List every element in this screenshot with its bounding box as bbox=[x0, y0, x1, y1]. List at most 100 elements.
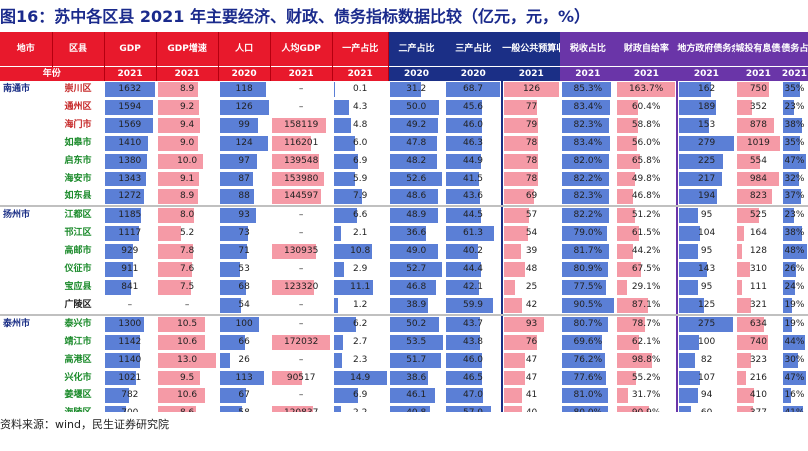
value-text: 7.6 bbox=[179, 264, 195, 275]
district-cell: 宝应县 bbox=[52, 278, 105, 297]
value-bar bbox=[389, 99, 440, 115]
value-cell: 50.0 bbox=[388, 98, 445, 117]
value-bar bbox=[333, 244, 372, 260]
city-cell: 扬州市 bbox=[0, 206, 53, 226]
value-cell: 410 bbox=[735, 386, 782, 406]
value-cell: 98.8% bbox=[615, 351, 678, 370]
value-cell: 78 bbox=[501, 134, 561, 153]
value-bar bbox=[736, 352, 751, 368]
value-text: 56.0% bbox=[631, 137, 661, 148]
value-text: 100 bbox=[698, 336, 716, 347]
value-bar bbox=[736, 82, 769, 97]
value-bar bbox=[679, 388, 698, 404]
value-bar bbox=[105, 352, 140, 368]
value-bar bbox=[445, 262, 481, 277]
value-bar bbox=[105, 388, 129, 404]
value-bar bbox=[561, 99, 610, 115]
value-text: – bbox=[298, 101, 304, 112]
district-cell: 如皋市 bbox=[52, 134, 105, 153]
value-bar bbox=[219, 352, 230, 368]
value-bar bbox=[389, 334, 443, 350]
value-bar bbox=[736, 208, 760, 224]
value-cell: 57 bbox=[501, 206, 561, 226]
value-cell: 59.9 bbox=[444, 296, 503, 316]
value-text: 55.2% bbox=[631, 372, 661, 383]
value-cell: 130935 bbox=[270, 242, 333, 262]
value-text: 124 bbox=[235, 137, 253, 148]
value-text: 52.6 bbox=[406, 173, 427, 184]
value-bar bbox=[333, 189, 362, 205]
value-cell: 46.0 bbox=[444, 116, 503, 135]
value-text: 87.1% bbox=[631, 299, 661, 310]
value-text: 43.6 bbox=[462, 191, 484, 202]
value-bar bbox=[219, 334, 246, 350]
value-text: 43.8 bbox=[462, 336, 484, 347]
value-bar bbox=[219, 297, 241, 313]
year-13: 2021 bbox=[781, 66, 808, 81]
value-cell: 54 bbox=[501, 224, 561, 244]
value-bar bbox=[157, 189, 198, 205]
value-text: 120837 bbox=[284, 408, 318, 412]
value-text: 162 bbox=[698, 84, 716, 94]
value-cell: 26% bbox=[781, 260, 808, 279]
value-cell: 49.8% bbox=[615, 170, 678, 189]
value-bar bbox=[445, 117, 483, 133]
value-cell: 61.3 bbox=[444, 224, 503, 244]
value-text: 13.0 bbox=[177, 354, 198, 365]
year-11: 2021 bbox=[677, 66, 736, 81]
value-cell: 43.7 bbox=[444, 314, 503, 334]
value-cell: 94 bbox=[676, 386, 736, 406]
value-cell: 51.2% bbox=[615, 206, 678, 226]
value-bar bbox=[504, 82, 559, 97]
value-text: 10.8 bbox=[350, 246, 371, 257]
value-text: 47 bbox=[525, 372, 538, 383]
value-cell: 53 bbox=[218, 260, 271, 279]
value-bar bbox=[157, 208, 194, 224]
value-cell: 1300 bbox=[104, 314, 157, 334]
value-cell: 58 bbox=[218, 404, 271, 412]
value-cell: 1142 bbox=[104, 333, 157, 352]
value-bar bbox=[219, 99, 269, 115]
value-text: 24% bbox=[784, 281, 805, 292]
value-text: 8.0 bbox=[179, 210, 195, 221]
value-bar bbox=[157, 117, 200, 133]
value-text: 5.2 bbox=[179, 228, 195, 239]
value-bar bbox=[333, 297, 338, 313]
value-cell: 310 bbox=[735, 260, 782, 279]
value-cell: 9.5 bbox=[156, 369, 219, 388]
value-bar bbox=[561, 297, 614, 313]
value-text: 984 bbox=[749, 173, 767, 184]
value-text: 130935 bbox=[283, 246, 319, 257]
value-text: 16% bbox=[784, 390, 805, 401]
value-bar bbox=[157, 262, 192, 277]
value-text: 47.0 bbox=[462, 390, 484, 401]
value-text: 81.0% bbox=[573, 390, 603, 401]
value-cell: 554 bbox=[735, 152, 782, 171]
value-text: 95 bbox=[700, 210, 713, 221]
value-cell: 44.2% bbox=[615, 242, 678, 262]
value-cell: 46.1 bbox=[388, 386, 445, 406]
value-text: 44.2% bbox=[631, 246, 661, 257]
value-text: 216 bbox=[749, 372, 767, 383]
value-bar bbox=[736, 316, 764, 332]
value-cell: 19% bbox=[781, 314, 808, 334]
value-bar bbox=[333, 279, 374, 295]
value-text: 929 bbox=[121, 246, 139, 257]
value-text: 30% bbox=[784, 354, 805, 365]
value-text: 1300 bbox=[118, 318, 142, 329]
value-text: 189 bbox=[698, 101, 716, 112]
value-bar bbox=[333, 262, 344, 277]
value-text: 35% bbox=[784, 84, 805, 94]
value-bar bbox=[616, 352, 652, 368]
header-13: 城投有息债务 bbox=[735, 32, 782, 67]
value-text: 60.4% bbox=[631, 101, 661, 112]
value-bar bbox=[616, 189, 634, 205]
value-cell: 323 bbox=[735, 351, 782, 370]
value-cell: 40 bbox=[501, 404, 561, 412]
value-cell: 23% bbox=[781, 206, 808, 226]
value-cell: 31.7% bbox=[615, 386, 678, 406]
header-4: 人口 bbox=[218, 32, 271, 67]
value-cell: 6.9 bbox=[332, 386, 389, 406]
value-text: 82.3% bbox=[573, 191, 603, 202]
value-bar bbox=[561, 388, 609, 404]
